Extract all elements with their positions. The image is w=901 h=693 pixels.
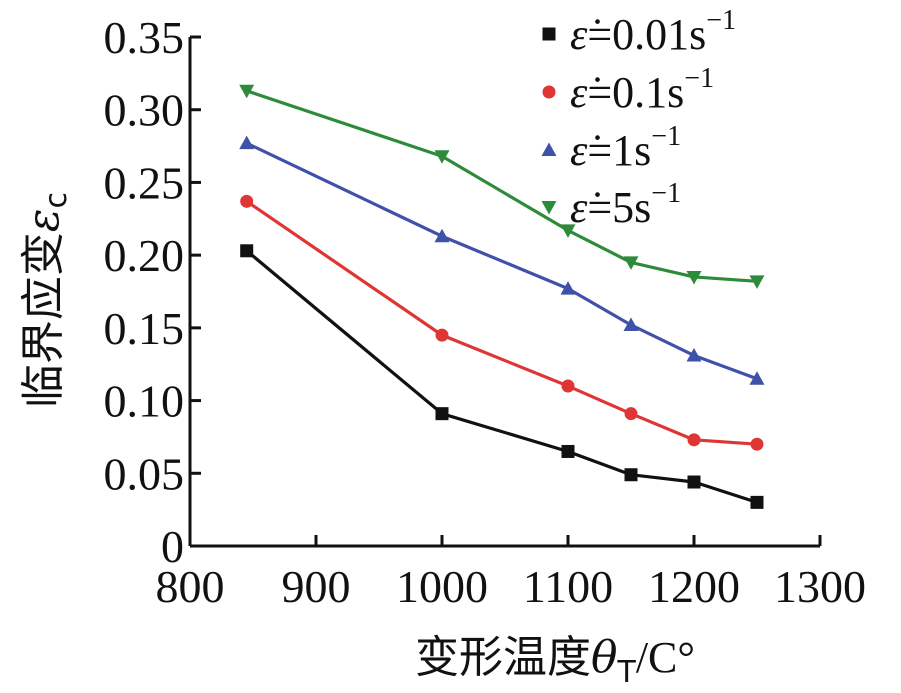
data-point xyxy=(240,194,254,208)
data-point xyxy=(560,281,576,295)
data-point xyxy=(687,433,701,447)
legend-marker xyxy=(541,201,557,215)
y-tick-label: 0 xyxy=(161,521,184,572)
x-tick-label: 800 xyxy=(156,561,225,612)
series-line xyxy=(245,249,758,504)
y-tick-label: 0.15 xyxy=(104,303,185,354)
data-point xyxy=(560,224,576,238)
legend: ε̇=0.01s−1ε̇=0.1s−1ε̇=1s−1ε̇=5s−1 xyxy=(541,5,736,232)
data-point xyxy=(750,495,764,509)
y-tick-label: 0.30 xyxy=(104,85,185,136)
x-tick-label: 1300 xyxy=(774,561,866,612)
data-point xyxy=(239,135,255,150)
axes: 800 900 1000 1100 1200 1300 0 0.05 0.10 0.15 0.20 0… xyxy=(104,12,867,612)
data-point xyxy=(561,379,575,393)
legend-label: ε̇=0.1s−1 xyxy=(570,63,714,117)
data-point xyxy=(561,444,575,458)
series-line xyxy=(246,141,758,381)
x-tick-label: 1200 xyxy=(648,561,740,612)
series-0 xyxy=(240,244,764,509)
data-point xyxy=(239,84,255,99)
data-point xyxy=(749,371,765,385)
y-tick-label: 0.10 xyxy=(104,376,185,427)
x-tick-label: 900 xyxy=(282,561,351,612)
data-point xyxy=(687,475,701,489)
data-point xyxy=(435,407,449,421)
y-tick-label: 0.35 xyxy=(104,12,185,63)
legend-label: ε̇=0.01s−1 xyxy=(570,5,736,59)
y-tick-label: 0.20 xyxy=(104,230,185,281)
data-point xyxy=(624,468,638,482)
series-2 xyxy=(239,135,765,385)
y-tick-label: 0.05 xyxy=(104,448,185,499)
legend-label: ε̇=1s−1 xyxy=(570,121,681,175)
data-point xyxy=(434,228,450,243)
data-point xyxy=(435,328,449,342)
legend-label: ε̇=5s−1 xyxy=(570,178,681,232)
legend-entry: ε̇=5s−1 xyxy=(541,178,681,232)
data-point xyxy=(624,407,638,421)
data-point xyxy=(623,317,639,331)
series-line xyxy=(246,89,758,283)
y-axis-label: 临界应变εc xyxy=(18,192,74,408)
series-layer xyxy=(239,84,765,509)
data-point xyxy=(750,437,764,451)
legend-marker xyxy=(542,85,556,99)
legend-marker xyxy=(542,27,556,41)
x-axis-label: 变形温度θT/C° xyxy=(415,632,695,690)
legend-entry: ε̇=1s−1 xyxy=(541,121,681,175)
legend-entry: ε̇=0.01s−1 xyxy=(542,5,736,59)
series-line xyxy=(245,200,758,446)
x-tick-label: 1100 xyxy=(523,561,613,612)
y-tick-label: 0.25 xyxy=(104,157,185,208)
data-point xyxy=(623,256,639,270)
data-point xyxy=(686,347,702,362)
data-point xyxy=(434,150,450,164)
data-point xyxy=(749,275,765,289)
series-1 xyxy=(240,194,764,451)
legend-marker xyxy=(541,142,557,156)
x-tick-label: 1000 xyxy=(396,561,488,612)
legend-entry: ε̇=0.1s−1 xyxy=(542,63,714,117)
data-point xyxy=(686,270,702,285)
series-3 xyxy=(239,84,765,289)
data-point xyxy=(240,244,254,258)
